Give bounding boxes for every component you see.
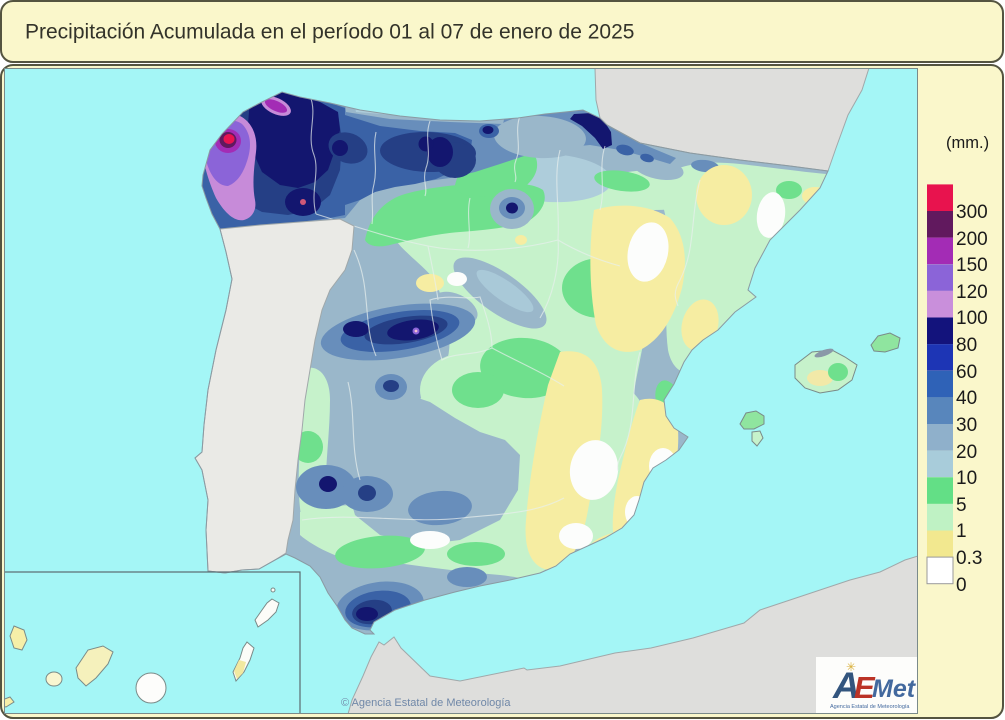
svg-text:80: 80	[956, 335, 977, 356]
svg-text:Agencia Estatal de Meteorologí: Agencia Estatal de Meteorología	[830, 704, 910, 710]
svg-text:E: E	[854, 670, 876, 705]
svg-text:40: 40	[956, 388, 977, 409]
svg-text:Precipitación Acumulada en el: Precipitación Acumulada en el período 01…	[25, 21, 634, 44]
svg-text:120: 120	[956, 282, 988, 303]
svg-text:10: 10	[956, 468, 977, 489]
svg-text:0: 0	[956, 575, 967, 596]
svg-text:Met: Met	[872, 675, 917, 703]
svg-text:200: 200	[956, 229, 988, 250]
svg-text:© Agencia Estatal de Meteorolo: © Agencia Estatal de Meteorología	[341, 697, 511, 709]
svg-text:30: 30	[956, 415, 977, 436]
svg-text:100: 100	[956, 308, 988, 329]
svg-text:A: A	[832, 665, 860, 706]
svg-text:300: 300	[956, 202, 988, 223]
svg-text:20: 20	[956, 442, 977, 463]
svg-text:5: 5	[956, 495, 967, 516]
svg-text:✳: ✳	[846, 660, 856, 674]
svg-text:1: 1	[956, 521, 967, 542]
svg-text:60: 60	[956, 362, 977, 383]
svg-text:150: 150	[956, 255, 988, 276]
svg-text:0.3: 0.3	[956, 548, 982, 569]
svg-text:(mm.): (mm.)	[946, 134, 989, 152]
